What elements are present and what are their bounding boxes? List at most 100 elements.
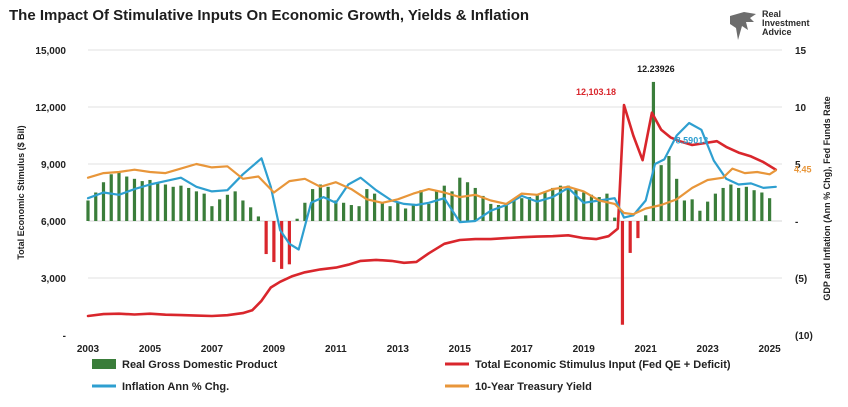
gdp-bar bbox=[419, 190, 423, 221]
gdp-bar bbox=[117, 171, 121, 221]
gdp-bar bbox=[233, 191, 237, 221]
data-label: 4.45 bbox=[794, 164, 812, 174]
gdp-bar bbox=[659, 165, 663, 221]
gdp-bar bbox=[411, 203, 415, 221]
inflation-ann-chg-line bbox=[86, 121, 777, 251]
eagle-logo-icon bbox=[730, 12, 756, 40]
gdp-bar bbox=[148, 179, 152, 221]
gdp-bar bbox=[489, 203, 493, 221]
gdp-bar bbox=[574, 189, 578, 221]
gdp-bar bbox=[768, 198, 772, 221]
gdp-bar bbox=[342, 202, 346, 221]
legend-swatch bbox=[92, 359, 116, 369]
gdp-bar bbox=[365, 189, 369, 221]
gdp-bar bbox=[187, 187, 191, 221]
gdp-bar bbox=[721, 187, 725, 221]
gdp-bar bbox=[380, 202, 384, 221]
x-axis-tick-label: 2019 bbox=[573, 344, 596, 355]
gdp-bar bbox=[527, 197, 532, 221]
left-axis-tick-label: 9,000 bbox=[41, 160, 66, 171]
x-axis-tick-label: 2007 bbox=[201, 344, 224, 355]
gdp-bar bbox=[218, 199, 222, 221]
gdp-bar bbox=[752, 190, 756, 221]
left-axis-tick-label: - bbox=[63, 331, 66, 342]
gdp-bar bbox=[125, 176, 129, 221]
gdp-bar bbox=[613, 217, 617, 221]
data-label: 12.23926 bbox=[637, 64, 675, 74]
gdp-bar bbox=[729, 184, 733, 221]
right-axis-tick-label: 10 bbox=[795, 103, 807, 114]
gdp-bar bbox=[94, 192, 98, 221]
gdp-bar bbox=[241, 200, 245, 221]
right-axis-tick-label: (5) bbox=[795, 274, 807, 285]
data-label: 8.59013 bbox=[676, 135, 709, 145]
gdp-bar bbox=[194, 191, 199, 221]
gdp-bar bbox=[434, 191, 439, 221]
gdp-bar bbox=[620, 221, 625, 325]
legend-label: Inflation Ann % Chg. bbox=[122, 381, 229, 393]
chart-title: The Impact Of Stimulative Inputs On Econ… bbox=[9, 7, 530, 24]
gdp-bar bbox=[636, 221, 640, 239]
left-axis-tick-label: 6,000 bbox=[41, 217, 66, 228]
gdp-bar bbox=[667, 156, 671, 221]
gdp-bar bbox=[179, 185, 183, 221]
gdp-bar bbox=[651, 81, 656, 221]
left-axis-label: Total Economic Stimulus ($ Bil) bbox=[16, 125, 26, 259]
gdp-bar bbox=[427, 203, 431, 221]
gdp-bar bbox=[566, 185, 570, 221]
gdp-bar bbox=[396, 201, 400, 221]
legend-label: Total Economic Stimulus Input (Fed QE + … bbox=[475, 359, 731, 371]
gdp-bar bbox=[465, 182, 470, 221]
x-axis-tick-label: 2023 bbox=[697, 344, 720, 355]
gdp-bar bbox=[582, 192, 586, 221]
total-economic-stimulus-input-fed-qe-deficit-line bbox=[86, 103, 778, 318]
gdp-bar bbox=[357, 206, 361, 221]
gdp-bar bbox=[512, 199, 516, 221]
gdp-bar bbox=[349, 205, 353, 221]
gdp-bar bbox=[132, 178, 137, 221]
gdp-bar bbox=[256, 216, 261, 221]
legend-label: Real Gross Domestic Product bbox=[122, 359, 278, 371]
x-axis-tick-label: 2005 bbox=[139, 344, 162, 355]
gdp-bar bbox=[744, 186, 748, 221]
gdp-bar bbox=[605, 193, 609, 221]
gdp-bar bbox=[450, 191, 454, 221]
gdp-bar bbox=[551, 187, 555, 221]
gdp-bar bbox=[760, 192, 764, 221]
gdp-bar bbox=[403, 208, 408, 221]
gdp-bar bbox=[372, 193, 377, 221]
gdp-bar bbox=[504, 203, 508, 221]
gdp-bar bbox=[535, 194, 539, 221]
gdp-bar bbox=[156, 182, 160, 221]
gdp-bar bbox=[280, 221, 284, 269]
left-axis-tick-label: 12,000 bbox=[35, 103, 66, 114]
legend-label: 10-Year Treasury Yield bbox=[475, 381, 592, 393]
gdp-bar bbox=[706, 201, 710, 221]
gdp-bar bbox=[318, 184, 322, 221]
gdp-bar bbox=[543, 191, 547, 221]
right-axis-label: GDP and Inflation (Ann % Chg), Fed Funds… bbox=[822, 96, 832, 300]
gdp-bar bbox=[628, 221, 632, 253]
brand-line-3: Advice bbox=[762, 27, 792, 37]
x-axis-tick-label: 2017 bbox=[511, 344, 534, 355]
gdp-bar bbox=[225, 194, 230, 221]
brand-line-1: Real bbox=[762, 9, 782, 19]
gdp-bar bbox=[140, 181, 144, 221]
gdp-bar bbox=[163, 184, 168, 221]
gdp-bar bbox=[644, 215, 648, 221]
gdp-bar bbox=[264, 221, 268, 255]
gdp-bar bbox=[690, 199, 694, 221]
x-axis-tick-label: 2011 bbox=[325, 344, 347, 355]
x-axis-tick-label: 2025 bbox=[758, 344, 781, 355]
brand-line-2: Investment bbox=[762, 18, 810, 28]
gdp-bar bbox=[249, 207, 253, 221]
10-year-treasury-yield-line bbox=[86, 162, 777, 216]
gdp-bar bbox=[101, 182, 106, 221]
gdp-bar bbox=[737, 187, 741, 221]
data-label: 12,103.18 bbox=[576, 87, 616, 97]
right-axis-tick-label: - bbox=[795, 217, 798, 228]
gdp-bar bbox=[272, 221, 276, 263]
gdp-bar bbox=[334, 200, 338, 221]
